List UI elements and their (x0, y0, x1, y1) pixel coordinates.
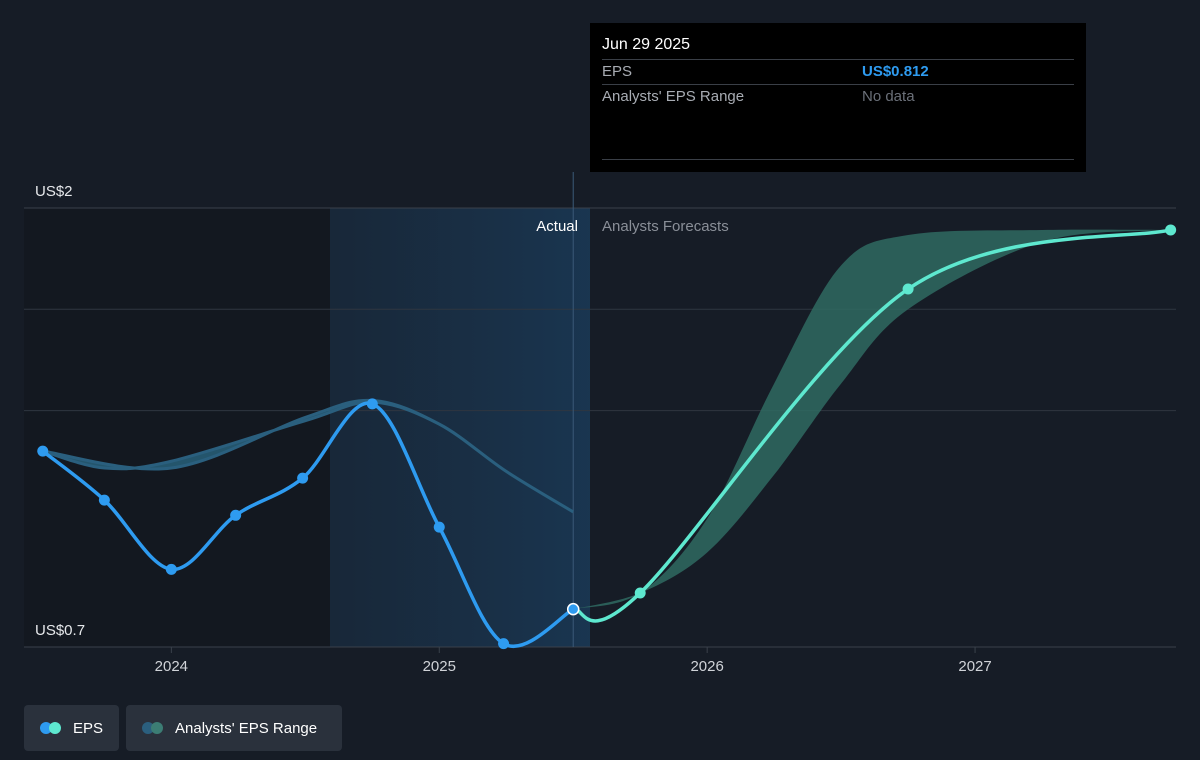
tooltip-range-value: No data (862, 88, 915, 105)
forecast-eps-point (902, 283, 914, 295)
actual-eps-point (230, 509, 242, 521)
tooltip-eps-row: EPS US$0.812 (602, 59, 1074, 85)
forecast-range-band (573, 229, 1171, 610)
tooltip-range-label: Analysts' EPS Range (602, 88, 745, 105)
actual-eps-point (165, 563, 177, 575)
actual-eps-point (297, 472, 309, 484)
eps-points (37, 224, 1177, 650)
grid-lines (24, 172, 1176, 648)
eps-chart: US$2 US$0.7 Actual Analysts Forecasts 20… (24, 172, 1177, 675)
actual-eps-point (433, 521, 445, 533)
x-tick-label: 2027 (958, 658, 991, 675)
actual-eps-point (566, 602, 580, 616)
actual-eps-point (498, 638, 510, 650)
legend-range-button[interactable]: Analysts' EPS Range (126, 705, 342, 751)
y-axis-bottom-label: US$0.7 (35, 622, 85, 639)
eps-legend-icon (40, 722, 64, 734)
actual-label: Actual (536, 218, 578, 235)
forecast-eps-point (634, 587, 646, 599)
x-tick-label: 2026 (690, 658, 723, 675)
legend-range-label: Analysts' EPS Range (175, 719, 318, 737)
legend-eps-button[interactable]: EPS (24, 705, 119, 751)
x-tick-label: 2024 (155, 658, 188, 675)
forecast-eps-point (1165, 224, 1177, 236)
eps-lines (41, 228, 1173, 648)
forecast-eps-line (571, 228, 1173, 623)
tooltip-eps-value: US$0.812 (862, 63, 929, 80)
tooltip-divider (602, 159, 1074, 160)
x-axis-ticks: 2024 2025 2026 2027 (155, 647, 992, 675)
legend-eps-label: EPS (72, 719, 103, 737)
range-legend-icon (142, 722, 166, 734)
actual-highlight-region (330, 208, 590, 647)
tooltip: Jun 29 2025 EPS US$0.812 Analysts' EPS R… (590, 23, 1086, 172)
tooltip-date: Jun 29 2025 (602, 36, 691, 53)
actual-eps-point (366, 398, 378, 410)
actual-eps-line (41, 401, 575, 648)
eps-range-bands (42, 229, 1171, 610)
actual-eps-point (98, 494, 110, 506)
tooltip-eps-label: EPS (602, 63, 633, 80)
y-axis-top-label: US$2 (35, 183, 73, 200)
actual-eps-point (37, 445, 49, 457)
forecast-label: Analysts Forecasts (602, 218, 729, 235)
historical-range-band (42, 398, 574, 514)
tooltip-range-row: Analysts' EPS Range No data (602, 84, 1074, 110)
x-tick-label: 2025 (423, 658, 456, 675)
